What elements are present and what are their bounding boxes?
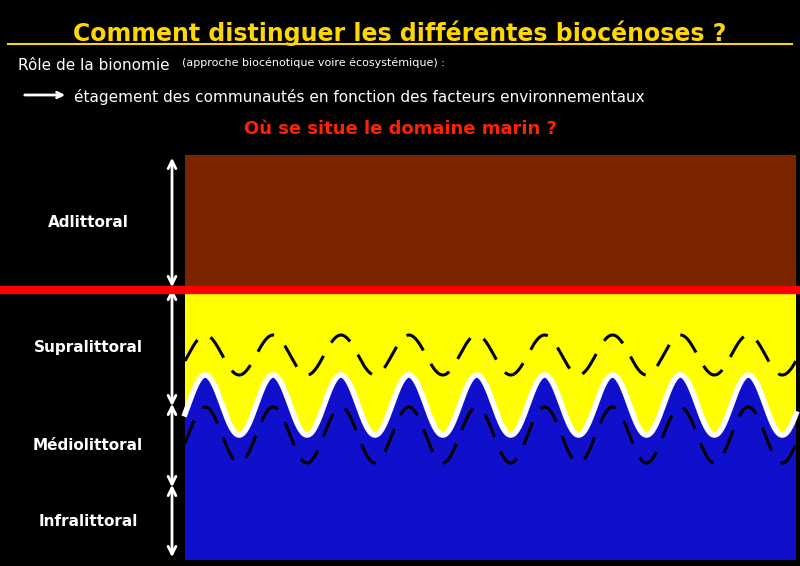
Text: Comment distinguer les différentes biocénoses ?: Comment distinguer les différentes biocé… — [74, 20, 726, 45]
Text: étagement des communautés en fonction des facteurs environnementaux: étagement des communautés en fonction de… — [74, 89, 645, 105]
Bar — [185, 155, 796, 290]
Bar — [185, 290, 796, 560]
Text: Infralittoral: Infralittoral — [38, 513, 138, 529]
Text: Adlittoral: Adlittoral — [47, 215, 129, 230]
Text: Médiolittoral: Médiolittoral — [33, 438, 143, 453]
Text: (approche biocénotique voire écosystémique) :: (approche biocénotique voire écosystémiq… — [182, 58, 445, 68]
Text: Supralittoral: Supralittoral — [34, 340, 142, 355]
Text: Où se situe le domaine marin ?: Où se situe le domaine marin ? — [243, 120, 557, 138]
Text: Rôle de la bionomie: Rôle de la bionomie — [18, 58, 174, 73]
